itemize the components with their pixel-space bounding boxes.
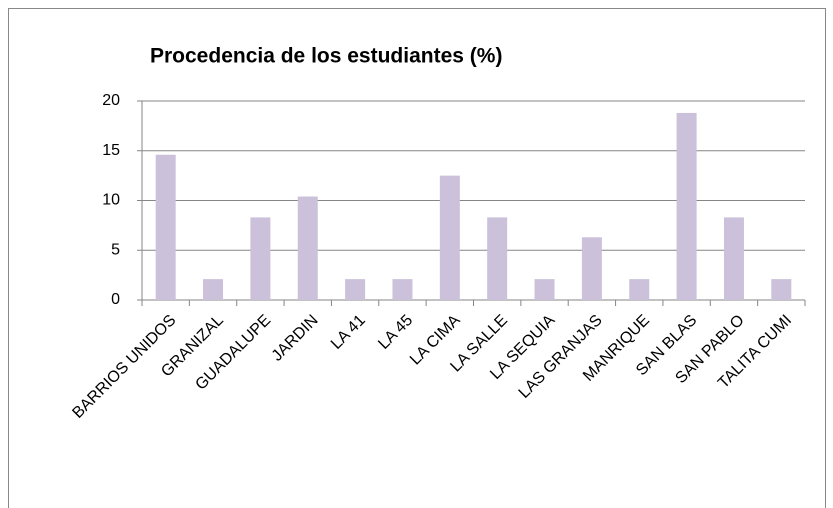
bar [534, 279, 555, 300]
bar [203, 279, 224, 300]
chart-frame [8, 8, 826, 508]
y-tick-label: 10 [102, 192, 120, 209]
bar [345, 279, 366, 300]
chart-title: Procedencia de los estudiantes (%) [150, 45, 502, 68]
y-tick-label: 5 [111, 241, 120, 258]
y-tick-label: 15 [102, 142, 120, 159]
bar [676, 112, 697, 300]
y-tick-label: 0 [111, 291, 120, 308]
bar [487, 217, 508, 300]
y-tick-label: 20 [102, 92, 120, 109]
bar [723, 217, 744, 300]
bar [250, 217, 271, 300]
bar [581, 237, 602, 300]
bar [771, 279, 792, 300]
bar [392, 279, 413, 300]
bar [297, 196, 318, 300]
bar [155, 154, 176, 300]
bar [629, 279, 650, 300]
bar [439, 175, 460, 300]
